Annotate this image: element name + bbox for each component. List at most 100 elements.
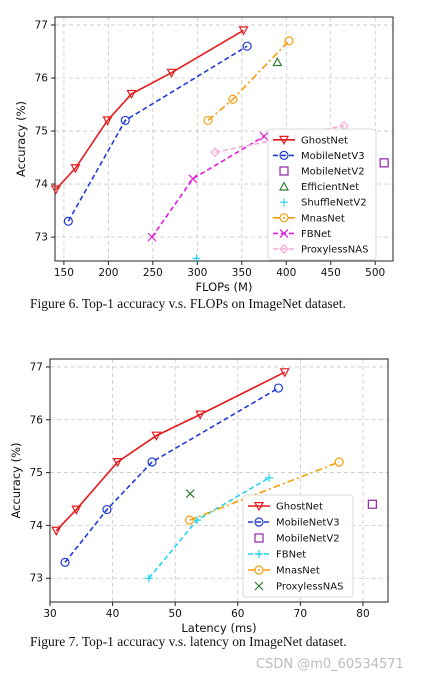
data-point-fbnet <box>147 232 157 242</box>
x-tick-label: 60 <box>231 608 244 620</box>
data-point-mnasnet <box>284 36 294 46</box>
y-tick-label: 77 <box>35 19 48 31</box>
x-tick-label: 80 <box>356 608 369 620</box>
series-proxylessnas <box>185 489 195 499</box>
legend-label-ghostnet: GhostNet <box>301 135 348 146</box>
data-point-fbnet <box>188 174 198 184</box>
data-point-ghostnet <box>126 89 137 100</box>
data-point-ghostnet <box>195 410 206 420</box>
series-line-mnasnet <box>189 461 340 521</box>
legend-label-mobilenetv3: MobileNetV3 <box>301 151 365 162</box>
x-tick-label: 30 <box>43 608 56 620</box>
series-mobilenetv3 <box>63 41 252 226</box>
data-point-mobilenetv3 <box>63 216 73 226</box>
series-fbnet <box>144 473 274 583</box>
data-point-proxylessnas <box>185 489 195 499</box>
series-fbnet <box>147 131 269 242</box>
legend-marker-mobilenetv2 <box>254 533 264 543</box>
watermark: CSDN @m0_60534571 <box>256 657 404 672</box>
data-point-ghostnet <box>51 526 62 536</box>
data-point-mobilenetv3 <box>120 115 130 126</box>
legend-marker-ghostnet <box>278 135 290 146</box>
legend-marker-mnasnet <box>254 565 264 575</box>
x-tick-label: 40 <box>106 608 119 620</box>
legend-label-mnasnet: MnasNet <box>301 213 345 224</box>
legend-label-proxylessnas: ProxylessNAS <box>301 245 368 256</box>
legend-marker-mobilenetv3 <box>279 150 289 160</box>
data-point-fbnet <box>144 574 153 583</box>
legend-marker-fbnet <box>255 550 263 558</box>
data-point-fbnet <box>265 473 274 482</box>
legend-label-mnasnet: MnasNet <box>276 566 320 577</box>
y-axis-label: Accuracy (%) <box>9 442 23 518</box>
y-tick-label: 74 <box>30 520 44 532</box>
data-point-mnasnet <box>203 115 213 126</box>
legend-marker-proxylessnas <box>279 244 289 254</box>
data-point-mobilenetv3 <box>60 557 70 567</box>
y-tick-label: 75 <box>35 126 48 138</box>
x-tick-label: 250 <box>143 267 163 279</box>
x-tick-label: 350 <box>232 267 252 279</box>
y-tick-label: 77 <box>30 361 43 373</box>
legend-marker-ghostnet <box>253 502 265 512</box>
x-tick-label: 70 <box>294 608 307 620</box>
data-point-mnasnet <box>184 515 195 525</box>
legend-box <box>267 128 377 261</box>
x-tick-label: 50 <box>168 608 181 620</box>
x-tick-label: 500 <box>365 267 385 279</box>
chart-flops: 150 200 250 300 350 400 450 500 73 74 75 76 77 FLOPs … <box>14 16 394 294</box>
series-line-ghostnet <box>55 371 286 532</box>
legend-label-proxylessnas: ProxylessNAS <box>276 582 343 593</box>
data-point-mobilenetv3 <box>273 383 284 393</box>
plot-frame <box>54 16 394 262</box>
y-axis-label: Accuracy (%) <box>14 101 28 177</box>
legend-marker-mobilenetv2 <box>279 166 289 176</box>
chart-latency: 30 40 50 60 70 80 73 74 75 76 77 Latency (ms) Accura… <box>9 358 389 635</box>
x-axis-label: Latency (ms) <box>181 621 256 635</box>
data-point-mobilenetv3 <box>147 457 157 467</box>
data-point-mnasnet <box>334 457 344 467</box>
series-ghostnet <box>50 26 249 195</box>
x-tick-label: 400 <box>276 267 296 279</box>
legend-label-mobilenetv2: MobileNetV2 <box>276 534 340 545</box>
series-line-mnasnet <box>207 40 290 122</box>
data-point-ghostnet <box>70 164 81 174</box>
data-point-fbnet <box>193 516 202 525</box>
data-point-ghostnet <box>166 68 177 78</box>
data-point-ghostnet <box>50 185 61 195</box>
legend-label-efficientnet: EfficientNet <box>301 182 359 193</box>
series-mobilenetv2 <box>379 158 389 168</box>
data-point-mobilenetv2 <box>379 158 389 168</box>
y-tick-label: 75 <box>30 467 43 479</box>
y-tick-label: 74 <box>35 179 49 191</box>
data-point-efficientnet <box>272 56 283 67</box>
y-tick-label: 76 <box>30 414 44 426</box>
legend-box <box>242 494 354 598</box>
data-point-fbnet <box>259 131 269 141</box>
series-ghostnet <box>51 368 290 536</box>
legend-marker-proxylessnas <box>254 581 264 591</box>
series-mobilenetv3 <box>60 383 284 567</box>
data-point-ghostnet <box>71 505 82 515</box>
series-mobilenetv2 <box>367 499 377 509</box>
legend-marker-mnasnet <box>279 213 289 223</box>
legend-marker-mobilenetv3 <box>254 517 264 527</box>
series-efficientnet <box>272 56 283 67</box>
legend-marker-fbnet <box>279 228 289 238</box>
series-mnasnet <box>184 457 344 525</box>
data-point-ghostnet <box>151 431 162 441</box>
x-tick-label: 150 <box>54 267 74 279</box>
x-axis-label: FLOPs (M) <box>196 280 253 294</box>
x-tick-label: 200 <box>98 267 118 279</box>
series-line-mobilenetv3 <box>64 387 279 563</box>
plot-frame <box>49 358 389 603</box>
legend-label-shufflenetv2: ShuffleNetV2 <box>301 198 367 209</box>
figure6-caption: Figure 6. Top-1 accuracy v.s. FLOPs on I… <box>30 296 346 311</box>
series-shufflenetv2 <box>192 254 201 263</box>
series-mnasnet <box>203 36 294 126</box>
data-point-proxylessnas <box>210 147 220 158</box>
x-tick-label: 300 <box>187 267 207 279</box>
x-tick-label: 450 <box>321 267 341 279</box>
legend-marker-efficientnet <box>278 181 290 191</box>
